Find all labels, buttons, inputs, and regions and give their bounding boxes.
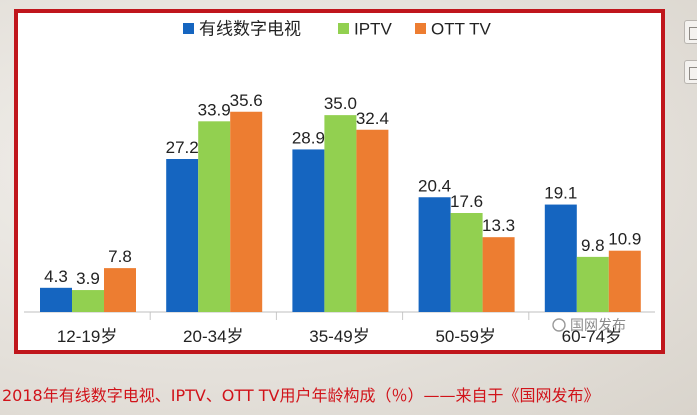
legend-swatch-1: [183, 23, 194, 34]
category-label: 35-49岁: [309, 327, 369, 346]
value-label: 20.4: [418, 176, 451, 195]
bar-1-5: [544, 204, 577, 312]
bar-3-5: [608, 250, 641, 312]
value-label: 35.0: [324, 94, 357, 113]
bar-2-3: [324, 115, 357, 312]
category-label: 50-59岁: [435, 327, 495, 346]
bar-3-2: [230, 111, 263, 312]
legend-label: 有线数字电视: [199, 20, 301, 39]
bar-3-3: [356, 129, 389, 312]
category-label: 12-19岁: [57, 327, 117, 346]
bar-1-3: [292, 149, 325, 312]
legend-swatch-2: [338, 23, 349, 34]
bar-2-5: [576, 256, 609, 312]
value-label: 9.8: [581, 236, 605, 255]
value-label: 7.8: [108, 247, 132, 266]
bar-1-2: [166, 159, 199, 312]
legend-swatch-3: [415, 23, 426, 34]
side-share-icon[interactable]: [684, 20, 697, 44]
watermark: 国网发布: [552, 317, 626, 333]
bar-3-4: [482, 237, 515, 312]
bar-3-1: [104, 268, 136, 312]
category-label: 20-34岁: [183, 327, 243, 346]
bar-2-4: [450, 213, 483, 312]
legend-label: IPTV: [354, 20, 392, 39]
legend-label: OTT TV: [431, 20, 491, 39]
value-label: 13.3: [482, 216, 515, 235]
value-label: 3.9: [76, 269, 100, 288]
value-label: 19.1: [544, 184, 577, 203]
chart-caption: 2018年有线数字电视、IPTV、OTT TV用户年龄构成（％）——来自于《国网…: [2, 386, 600, 405]
bar-chart: 4.3 27.2 28.9 20.4 19.1 3.9 33.9 35.0 17.6 9.8 7.8…: [24, 20, 655, 346]
value-label: 32.4: [356, 109, 389, 128]
category-label: 60-74岁: [562, 327, 622, 346]
watermark-logo-icon: [552, 318, 566, 332]
value-label: 35.6: [230, 91, 263, 110]
value-label: 10.9: [608, 230, 641, 249]
watermark-text: 国网发布: [570, 317, 626, 333]
side-copy-icon[interactable]: [684, 60, 697, 84]
value-label: 28.9: [292, 128, 325, 147]
bar-1-4: [418, 197, 451, 312]
bar-2-1: [72, 290, 104, 312]
value-label: 27.2: [166, 138, 199, 157]
bar-1-1: [40, 287, 72, 312]
bar-2-2: [198, 121, 231, 312]
value-label: 17.6: [450, 192, 483, 211]
value-label: 4.3: [44, 267, 68, 286]
value-label: 33.9: [198, 100, 231, 119]
